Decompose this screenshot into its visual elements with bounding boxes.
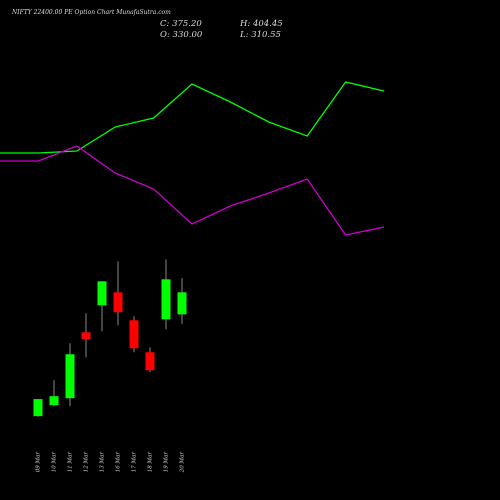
candle-body	[65, 354, 75, 399]
line-series	[0, 145, 385, 236]
x-tick-label: 18 Mar	[148, 452, 154, 473]
ohlc-open: O: 330.00	[160, 30, 203, 40]
candle-body	[161, 279, 171, 320]
candle-body	[97, 281, 107, 306]
candle-body	[177, 292, 187, 315]
x-tick-label: 19 Mar	[164, 452, 170, 473]
candle-body	[145, 352, 155, 371]
ohlc-low: L: 310.55	[239, 30, 281, 40]
x-tick-label: 20 Mar	[180, 452, 186, 474]
ohlc-close: C: 375.20	[160, 19, 202, 29]
candle-body	[81, 332, 91, 340]
candle-body	[113, 292, 123, 313]
x-tick-label: 10 Mar	[52, 452, 58, 473]
x-tick-label: 16 Mar	[116, 452, 122, 473]
x-tick-label: 09 Mar	[36, 452, 42, 473]
x-tick-label: 13 Mar	[100, 452, 106, 473]
ohlc-high: H: 404.45	[239, 19, 283, 29]
candle-body	[33, 399, 43, 417]
candle-body	[129, 320, 139, 349]
x-tick-label: 17 Mar	[132, 452, 138, 473]
candle-body	[49, 396, 59, 406]
x-tick-label: 11 Mar	[68, 452, 74, 473]
chart-title: NIFTY 22400.00 PE Option Chart MunafaSut…	[11, 9, 171, 16]
x-tick-label: 12 Mar	[84, 452, 90, 473]
line-series	[0, 81, 385, 154]
